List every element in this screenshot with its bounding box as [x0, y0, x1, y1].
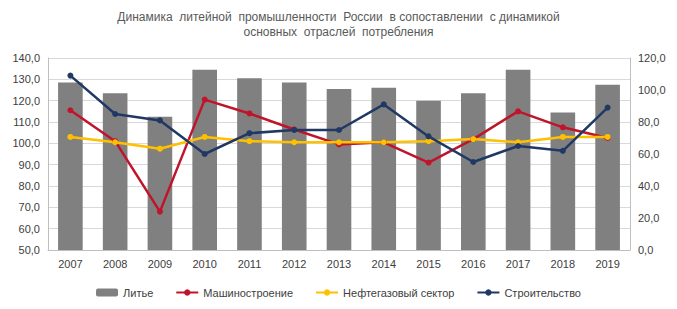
svg-text:60,0: 60,0 [19, 223, 40, 235]
svg-text:60,0: 60,0 [638, 148, 659, 160]
svg-text:2018: 2018 [551, 258, 575, 270]
svg-text:120,0: 120,0 [12, 95, 40, 107]
svg-text:120,0: 120,0 [638, 52, 666, 64]
svg-text:Динамика литейной промышленн: Динамика литейной промышленности России … [117, 10, 559, 24]
svg-text:140,0: 140,0 [12, 52, 40, 64]
svg-text:100,0: 100,0 [638, 84, 666, 96]
svg-text:100,0: 100,0 [12, 137, 40, 149]
svg-text:20,0: 20,0 [638, 212, 659, 224]
svg-text:50,0: 50,0 [19, 244, 40, 256]
svg-text:2013: 2013 [327, 258, 351, 270]
svg-text:2008: 2008 [103, 258, 127, 270]
svg-text:2017: 2017 [506, 258, 530, 270]
svg-text:80,0: 80,0 [638, 116, 659, 128]
svg-text:2012: 2012 [282, 258, 306, 270]
svg-text:2015: 2015 [416, 258, 440, 270]
svg-text:0,0: 0,0 [638, 244, 653, 256]
svg-text:2009: 2009 [148, 258, 172, 270]
svg-text:110,0: 110,0 [13, 116, 40, 128]
svg-text:Машиностроение: Машиностроение [203, 287, 293, 299]
svg-text:70,0: 70,0 [19, 201, 40, 213]
svg-text:2010: 2010 [192, 258, 216, 270]
svg-text:Строительство: Строительство [504, 287, 581, 299]
svg-text:2016: 2016 [461, 258, 485, 270]
svg-text:2011: 2011 [238, 258, 262, 270]
svg-text:Литье: Литье [123, 287, 153, 299]
svg-text:130,0: 130,0 [12, 73, 40, 85]
svg-text:2019: 2019 [595, 258, 619, 270]
svg-text:Нефтегазовый сектор: Нефтегазовый сектор [343, 287, 454, 299]
svg-text:90,0: 90,0 [19, 159, 40, 171]
svg-text:40,0: 40,0 [638, 180, 659, 192]
svg-text:2007: 2007 [58, 258, 82, 270]
svg-text:2014: 2014 [372, 258, 396, 270]
svg-text:80,0: 80,0 [19, 180, 40, 192]
svg-text:основных отраслей потреблени: основных отраслей потребления [243, 25, 433, 39]
